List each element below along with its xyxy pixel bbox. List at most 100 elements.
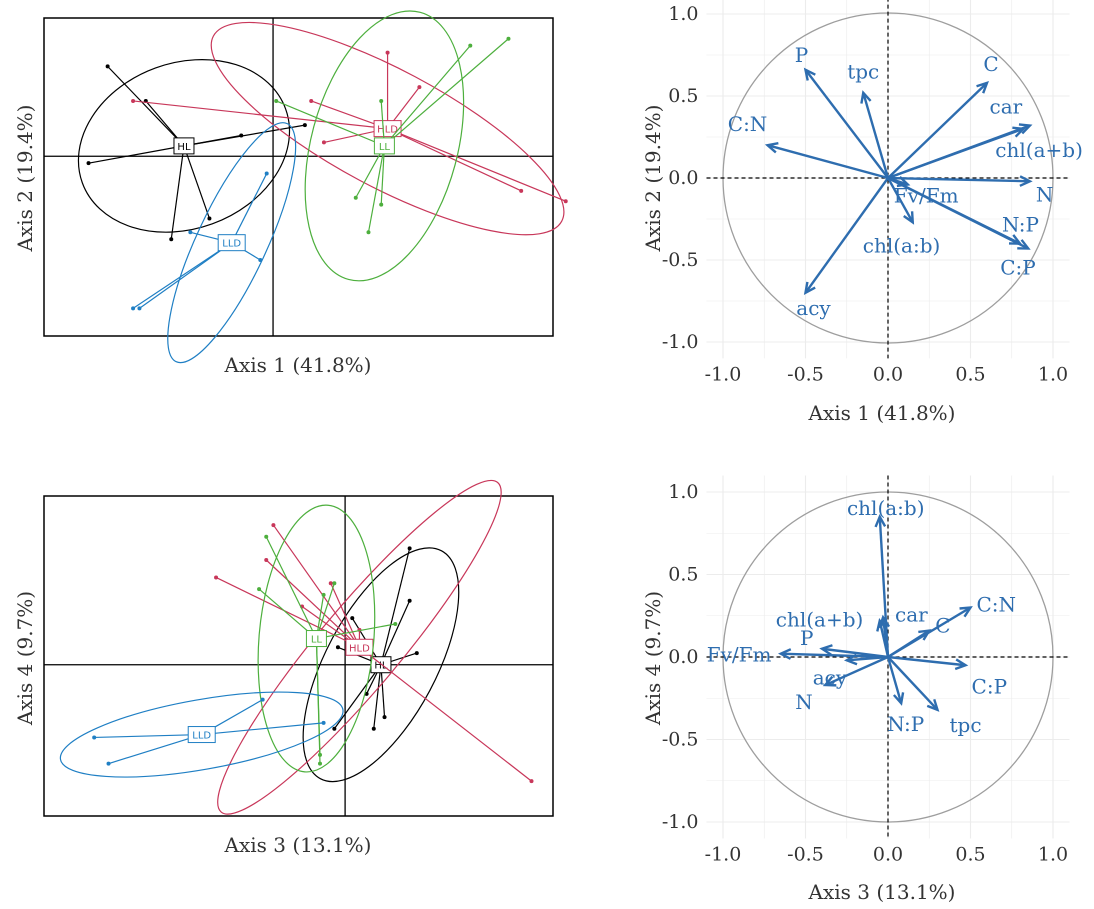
spoke-ll <box>276 100 385 147</box>
vector-fv-fm: Fv/Fm <box>707 643 889 667</box>
spoke-ll <box>383 45 471 147</box>
point-ll <box>318 761 323 766</box>
group-lld: LLD <box>59 691 344 778</box>
vector-car: car <box>887 95 1033 180</box>
vector-tpc: tpc <box>887 656 982 737</box>
arrow-shaft-acy <box>804 177 889 294</box>
spoke-hld <box>387 128 522 192</box>
spoke-ll <box>380 145 385 205</box>
group-label-ll: LL <box>379 142 391 153</box>
arrow-head-car <box>1018 123 1033 135</box>
y-tick-label: -0.5 <box>662 729 699 751</box>
y-tick-label: -1.0 <box>662 811 699 833</box>
point-ll <box>264 534 269 539</box>
y-axis-label: Axis 4 (9.7%) <box>641 591 665 726</box>
vector-car: car <box>878 602 928 658</box>
label-box-ll <box>305 630 327 648</box>
point-lld <box>264 171 269 176</box>
point-ll <box>366 230 371 235</box>
point-hl <box>332 726 337 731</box>
spoke-lld <box>201 722 324 736</box>
x-axis-label: Axis 1 (41.8%) <box>808 401 956 425</box>
vector-acy: acy <box>813 653 889 689</box>
y-axis-label: Axis 2 (19.4%) <box>641 105 665 253</box>
arrow-shaft-chl-a-b <box>878 516 890 658</box>
x-axis-label: Axis 1 (41.8%) <box>224 353 372 377</box>
vector-c-n: C:N <box>728 112 889 180</box>
label-box-lld <box>187 726 216 744</box>
point-hld <box>264 558 269 562</box>
ellipse-hld <box>210 21 565 236</box>
point-hl <box>407 598 412 603</box>
vector-label-c-n: C:N <box>977 593 1017 617</box>
spoke-ll <box>316 623 396 640</box>
group-label-hld: HLD <box>377 125 398 136</box>
ellipse-hl <box>302 547 460 783</box>
point-ll <box>332 581 337 586</box>
y-tick-label: 0.0 <box>668 646 698 668</box>
spoke-hl <box>333 664 382 730</box>
spoke-hld <box>330 583 360 648</box>
point-hld <box>328 581 333 586</box>
ellipse-ll <box>257 504 376 773</box>
point-lld <box>92 735 97 740</box>
arrow-shaft-c-n <box>887 606 972 659</box>
arrow-head-chl-a-b <box>874 513 887 528</box>
point-hl <box>105 64 110 69</box>
x-tick-label: -1.0 <box>705 363 742 385</box>
spoke-lld <box>139 242 233 309</box>
vector-chl-a-b: chl(a:b) <box>863 177 940 257</box>
spoke-hld <box>265 559 360 648</box>
arrow-head-c-p <box>954 658 969 671</box>
arrow-shaft-car <box>881 617 890 658</box>
point-ll <box>274 98 279 103</box>
panel-loadings-axis3-axis4: -1.0 -0.5 0.0 0.5 1.0 -1.0 -0.5 0.0 0.5 1.0 chl(a:… <box>641 475 1070 904</box>
arrow-head-fv-fm <box>777 648 792 660</box>
vector-fv-fm: Fv/Fm <box>887 176 959 208</box>
arrow-shaft-n-p <box>886 656 903 704</box>
vector-acy: acy <box>796 177 889 320</box>
y-tick-label: 1.0 <box>668 481 698 503</box>
ellipse-lld <box>167 122 297 364</box>
vector-chl-a-b: chl(a:b) <box>847 496 925 658</box>
ellipse-lld <box>59 691 344 778</box>
arrow-head-n-p <box>892 692 905 706</box>
arrow-head-c <box>976 80 989 94</box>
point-hld <box>131 98 136 103</box>
vector-label-c: C <box>935 614 950 638</box>
arrow-head-c <box>918 629 932 641</box>
vector-label-c: C <box>983 52 998 76</box>
spoke-hl <box>107 65 185 147</box>
group-hld: HLD <box>131 21 568 236</box>
x-tick-label: 1.0 <box>1038 844 1068 866</box>
arrow-shaft-n <box>824 655 889 687</box>
vector-label-acy: acy <box>796 296 831 320</box>
x-tick-label: -1.0 <box>705 844 742 866</box>
spoke-ll <box>315 583 335 639</box>
vector-label-c-n: C:N <box>728 112 768 136</box>
spoke-hl <box>88 145 185 164</box>
y-axis-label: Axis 4 (9.7%) <box>13 591 37 726</box>
vector-c-p: C:P <box>887 176 1036 280</box>
spoke-hld <box>387 128 566 202</box>
spoke-lld <box>94 733 202 739</box>
arrow-head-p <box>819 644 833 656</box>
panel-scores-axis1-axis2: HL HLD LL LLD Axis 1 (41.8%) Axis 2 (19.4%) <box>13 10 568 377</box>
point-hl <box>335 645 340 650</box>
vector-label-n: N <box>795 690 813 714</box>
spoke-hl <box>170 145 185 240</box>
vector-label-p: P <box>800 626 813 650</box>
spoke-ll <box>315 638 321 764</box>
spoke-hld <box>215 576 360 648</box>
arrow-shaft-c-n <box>767 144 889 180</box>
point-lld <box>137 306 142 311</box>
vector-label-tpc: tpc <box>847 60 879 84</box>
point-ll <box>379 202 384 207</box>
point-lld <box>321 720 326 725</box>
point-hl <box>350 616 355 621</box>
arrow-head-p <box>803 67 816 81</box>
arrow-shaft-n <box>887 176 1030 183</box>
x-tick-label: -0.5 <box>787 363 824 385</box>
point-hl <box>302 123 307 128</box>
